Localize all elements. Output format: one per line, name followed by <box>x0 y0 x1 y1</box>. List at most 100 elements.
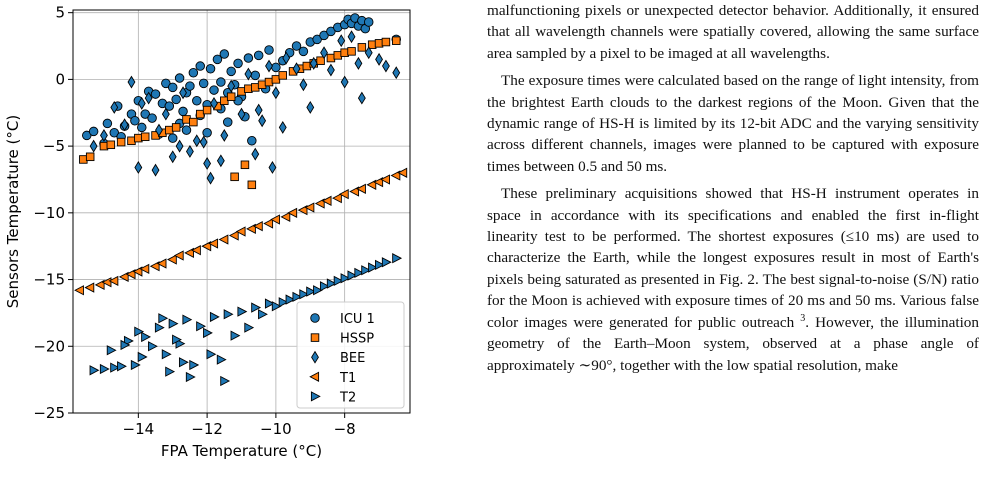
legend-marker <box>309 371 320 382</box>
data-point <box>195 61 205 71</box>
data-point <box>230 330 241 341</box>
data-point <box>108 275 119 287</box>
data-point <box>134 326 145 337</box>
legend-marker <box>310 333 320 342</box>
data-point <box>347 270 358 281</box>
data-point <box>89 139 98 153</box>
data-point <box>101 277 112 288</box>
footnote-marker: 3 <box>800 312 806 324</box>
data-point <box>375 259 385 271</box>
data-point <box>363 17 374 27</box>
data-point <box>356 183 366 194</box>
data-point <box>326 26 336 37</box>
data-point <box>84 282 95 293</box>
data-point <box>319 30 329 41</box>
data-point <box>179 86 187 100</box>
data-point <box>243 53 254 63</box>
data-point <box>252 221 263 232</box>
data-point <box>357 91 366 105</box>
data-point <box>144 91 153 105</box>
series-hssp <box>79 36 401 190</box>
data-point <box>94 279 105 291</box>
data-point <box>354 267 365 279</box>
data-point <box>397 167 408 178</box>
data-point <box>178 357 189 368</box>
data-point <box>191 245 201 256</box>
data-point <box>340 273 351 284</box>
y-tick-label: −5 <box>43 137 65 155</box>
data-point <box>120 118 129 132</box>
data-point <box>233 58 243 69</box>
data-point <box>185 144 194 158</box>
data-point <box>102 118 113 129</box>
data-point <box>181 125 192 135</box>
data-point <box>88 126 99 137</box>
y-tick-label: −25 <box>33 404 65 422</box>
data-point <box>271 86 280 100</box>
legend-label: HSSP <box>340 332 374 347</box>
data-point <box>292 62 301 76</box>
data-point <box>263 218 274 229</box>
data-point <box>392 253 403 264</box>
data-point <box>192 95 202 106</box>
data-point <box>171 123 181 132</box>
data-point <box>316 56 325 65</box>
y-axis-label: Sensors Temperature (°C) <box>4 115 22 308</box>
x-tick-label: −10 <box>260 420 292 438</box>
y-tick-label: 5 <box>55 4 65 22</box>
data-point <box>206 171 215 185</box>
data-point <box>148 341 158 352</box>
data-point <box>125 269 136 280</box>
paper-text-column: malfunctioning pixels or unexpected dete… <box>487 0 979 491</box>
y-tick-label: −20 <box>33 337 65 355</box>
data-point <box>226 92 236 101</box>
data-point <box>168 318 179 329</box>
y-tick-label: −15 <box>33 271 65 289</box>
data-point <box>173 250 184 261</box>
data-point <box>155 123 163 137</box>
data-point <box>240 160 250 170</box>
data-point <box>298 46 309 57</box>
x-tick-label: −14 <box>123 420 155 438</box>
data-point <box>100 128 108 142</box>
data-point <box>174 73 185 83</box>
data-point <box>364 46 373 60</box>
data-point <box>172 334 182 345</box>
data-point <box>185 81 195 91</box>
data-point <box>326 278 337 289</box>
paragraph-exposure-times: The exposure times were calculated based… <box>487 72 979 175</box>
data-point <box>147 113 157 123</box>
data-point <box>150 89 161 99</box>
data-point <box>198 78 209 89</box>
data-point <box>258 114 267 128</box>
data-point <box>375 52 383 66</box>
data-point <box>188 67 199 78</box>
data-point <box>189 117 198 127</box>
axis-ticks: −14 −12 −10 −8 5 0 −5 −10 −15 −20 −25 <box>33 4 355 438</box>
data-point <box>89 365 100 376</box>
data-point <box>171 94 181 105</box>
paragraph-continued: malfunctioning pixels or unexpected dete… <box>487 2 979 62</box>
data-point <box>247 136 257 146</box>
data-point <box>244 322 255 333</box>
data-point <box>271 62 281 73</box>
y-tick-label: −10 <box>33 204 65 222</box>
data-point <box>192 134 201 148</box>
data-point <box>230 172 239 182</box>
data-point <box>208 238 219 249</box>
data-point <box>166 254 177 265</box>
data-point <box>361 265 372 276</box>
data-point <box>223 309 234 320</box>
data-point <box>291 41 302 51</box>
data-point <box>297 205 308 216</box>
data-point <box>278 71 288 80</box>
chart-canvas: −14 −12 −10 −8 5 0 −5 −10 −15 −20 −25 FPA Temperat… <box>4 4 411 460</box>
paragraph-text-b: . However, the illumination geometry of … <box>487 313 979 374</box>
legend-label: BEE <box>340 351 365 366</box>
data-point <box>320 46 328 60</box>
data-point <box>338 189 349 200</box>
data-point <box>264 298 275 309</box>
data-point <box>220 375 231 387</box>
data-point <box>337 34 346 48</box>
data-point <box>168 150 177 164</box>
